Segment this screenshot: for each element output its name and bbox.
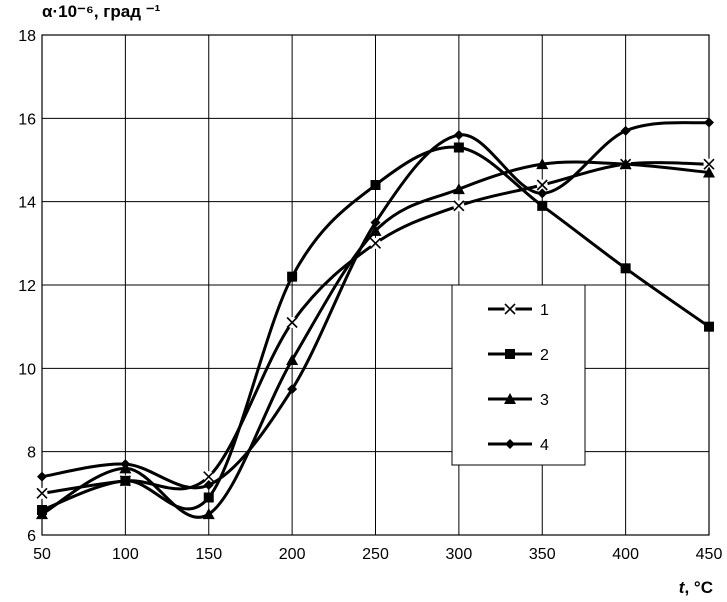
data-point-diamond: [453, 130, 464, 140]
x-tick-label: 250: [362, 546, 389, 563]
y-tick-label: 10: [18, 361, 36, 378]
data-point-triangle: [452, 183, 465, 195]
data-point-x-cross: [536, 179, 548, 191]
legend-label: 2: [540, 347, 549, 364]
data-point-x-cross: [453, 200, 465, 212]
series-4: [37, 117, 714, 490]
legend-item-3: 3: [488, 392, 549, 409]
legend-box: [451, 284, 586, 466]
x-tick-label: 450: [696, 546, 723, 563]
series-2: [37, 142, 714, 515]
y-axis-label: α·10⁻⁶, град ⁻¹: [42, 2, 161, 21]
plot-frame: [41, 34, 710, 536]
data-point-diamond: [704, 117, 714, 128]
data-point-triangle: [369, 224, 382, 236]
data-point-square: [120, 475, 131, 486]
x-tick-label: 200: [279, 546, 306, 563]
data-point-triangle: [536, 158, 549, 170]
data-point-x: [536, 179, 548, 191]
data-point-square: [287, 271, 298, 282]
grid: [41, 34, 710, 536]
y-tick-label: 12: [18, 278, 36, 295]
x-tick-label: 350: [529, 546, 556, 563]
axes: [41, 34, 710, 536]
y-tick-label: 16: [18, 111, 36, 128]
legend-item-1: 1: [488, 302, 549, 319]
data-point-square: [505, 349, 515, 359]
data-point-diamond: [620, 125, 631, 136]
x-axis-variable: t: [678, 578, 685, 597]
data-point-triangle: [703, 166, 715, 178]
x-tick-label: 400: [612, 546, 639, 563]
data-point-diamond: [120, 459, 131, 470]
legend-label: 4: [540, 437, 549, 454]
legend-item-4: 4: [488, 437, 549, 454]
data-point-x: [36, 487, 48, 499]
data-point-diamond: [287, 384, 298, 395]
data-point-x: [504, 303, 516, 315]
legend-item-2: 2: [488, 347, 549, 364]
data-point-x-cross: [286, 316, 298, 329]
data-point-square: [620, 263, 631, 274]
data-point-x: [369, 237, 382, 249]
y-tick-label: 8: [27, 445, 36, 462]
data-point-diamond: [537, 188, 548, 199]
x-axis-label: t, °C: [679, 578, 713, 598]
data-point-x-cross: [504, 303, 516, 315]
data-point-x-cross: [703, 158, 715, 170]
data-point-x-cross: [369, 237, 382, 249]
data-point-triangle: [504, 393, 516, 404]
y-tick-label: 18: [18, 28, 36, 45]
data-point-x: [453, 200, 465, 212]
legend-label: 3: [540, 392, 549, 409]
data-point-square: [203, 492, 214, 503]
x-axis-unit: , °C: [684, 578, 713, 597]
data-point-x-cross: [203, 471, 215, 483]
data-point-diamond: [37, 471, 47, 482]
data-point-square: [370, 180, 381, 190]
data-point-triangle: [202, 508, 215, 520]
data-point-x: [286, 316, 298, 329]
x-tick-label: 300: [446, 546, 473, 563]
data-point-diamond: [370, 217, 381, 228]
data-point-square: [453, 142, 464, 153]
data-point-triangle: [619, 158, 632, 170]
data-point-triangle: [36, 508, 48, 520]
data-point-square: [537, 200, 548, 211]
data-point-x: [203, 471, 215, 483]
data-point-diamond: [505, 439, 515, 449]
x-tick-label: 100: [112, 546, 139, 563]
legend: 1 2 3 4: [451, 284, 586, 466]
x-tick-label: 150: [195, 546, 222, 563]
data-point-x-cross: [36, 487, 48, 499]
series-group: [36, 117, 715, 520]
y-tick-label: 6: [27, 528, 36, 545]
series-line-2: [41, 145, 710, 512]
data-point-x: [703, 158, 715, 170]
legend-label: 1: [540, 302, 549, 319]
data-point-triangle: [286, 354, 299, 365]
data-point-square: [704, 321, 714, 332]
x-tick-label: 50: [33, 546, 51, 563]
y-tick-label: 14: [18, 195, 36, 212]
data-point-diamond: [203, 480, 214, 490]
